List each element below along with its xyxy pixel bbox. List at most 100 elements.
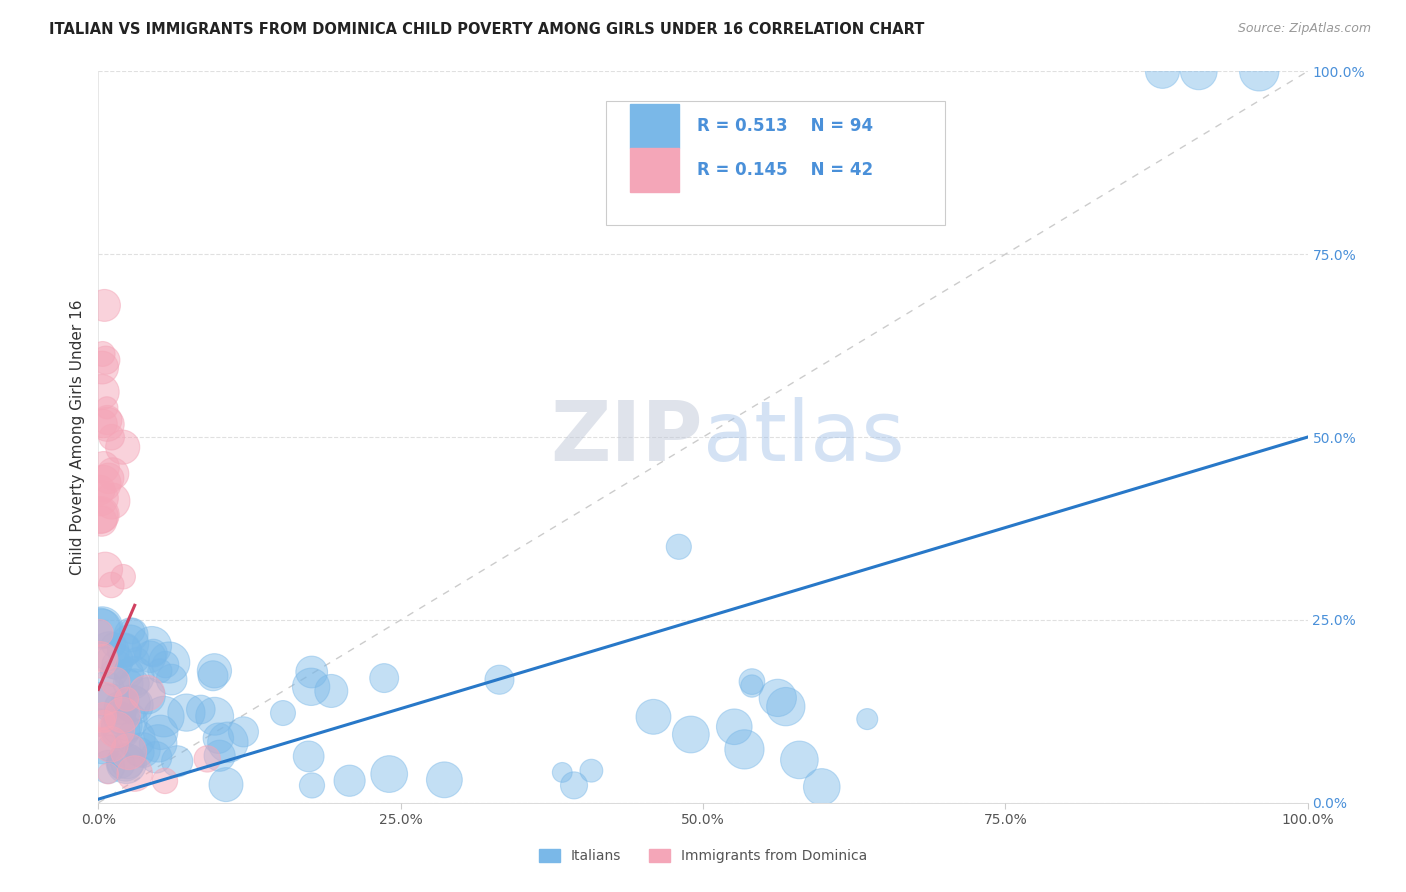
Point [562, 778, 585, 792]
Point [94, 563, 117, 577]
Point [121, 696, 143, 710]
Point [118, 637, 141, 651]
Point [643, 710, 665, 724]
Point [100, 430, 122, 444]
Point [93, 714, 115, 729]
Point [142, 646, 165, 660]
Point [204, 664, 226, 678]
Point [232, 724, 254, 739]
Point [91, 622, 114, 636]
Point [488, 673, 510, 687]
Point [679, 727, 702, 741]
Point [90, 491, 112, 506]
Point [110, 757, 132, 772]
Point [91, 417, 114, 431]
Point [733, 742, 755, 756]
Point [135, 686, 157, 700]
Point [141, 639, 163, 653]
Point [117, 714, 139, 729]
Point [104, 654, 127, 668]
Point [98, 644, 121, 658]
Point [112, 644, 135, 658]
Point [110, 723, 132, 737]
Point [775, 699, 797, 714]
Point [207, 731, 229, 746]
Point [90, 692, 112, 706]
Point [104, 674, 127, 689]
Point [176, 706, 198, 720]
Point [124, 669, 146, 683]
Point [97, 760, 120, 774]
Point [90, 385, 112, 400]
Point [1188, 64, 1211, 78]
Point [91, 741, 114, 756]
Point [139, 649, 162, 664]
Point [378, 767, 401, 781]
Point [149, 664, 172, 678]
Point [105, 723, 128, 737]
Point [91, 347, 114, 361]
Point [120, 628, 142, 642]
Point [94, 691, 117, 706]
Point [112, 642, 135, 657]
Point [160, 673, 183, 687]
Point [100, 737, 122, 751]
Point [301, 779, 323, 793]
Point [148, 736, 170, 750]
Point [94, 353, 117, 368]
Point [101, 494, 124, 508]
Point [98, 741, 121, 756]
Point [91, 476, 114, 491]
Point [132, 743, 155, 757]
Point [112, 570, 135, 584]
Point [110, 700, 132, 714]
Point [101, 467, 124, 481]
Point [91, 651, 114, 665]
Point [121, 624, 143, 639]
Point [149, 725, 172, 739]
Y-axis label: Child Poverty Among Girls Under 16: Child Poverty Among Girls Under 16 [70, 300, 86, 574]
Point [195, 752, 218, 766]
Point [97, 766, 120, 780]
Point [204, 709, 226, 723]
Point [89, 508, 111, 523]
Point [90, 514, 112, 528]
Point [93, 298, 115, 312]
Point [551, 765, 574, 780]
Point [90, 508, 112, 522]
Point [89, 736, 111, 750]
Point [89, 626, 111, 640]
Point [96, 417, 118, 432]
Point [215, 778, 238, 792]
Point [124, 766, 146, 780]
Point [117, 755, 139, 769]
Point [136, 689, 159, 703]
Point [89, 715, 111, 730]
Point [91, 620, 114, 634]
Point [103, 638, 125, 652]
Point [118, 666, 141, 681]
Text: R = 0.513    N = 94: R = 0.513 N = 94 [697, 117, 873, 136]
Point [201, 669, 224, 683]
Legend: Italians, Immigrants from Dominica: Italians, Immigrants from Dominica [533, 844, 873, 869]
Point [100, 696, 122, 710]
Point [741, 679, 763, 693]
Point [208, 748, 231, 763]
Point [118, 745, 141, 759]
Point [145, 750, 167, 764]
Point [856, 712, 879, 726]
Point [117, 677, 139, 691]
Point [94, 684, 117, 698]
Point [122, 698, 145, 713]
Point [115, 756, 138, 771]
Point [125, 731, 148, 746]
Point [789, 753, 811, 767]
Point [741, 674, 763, 689]
Point [114, 696, 136, 710]
Point [125, 653, 148, 667]
Point [111, 440, 134, 454]
Text: ITALIAN VS IMMIGRANTS FROM DOMINICA CHILD POVERTY AMONG GIRLS UNDER 16 CORRELATI: ITALIAN VS IMMIGRANTS FROM DOMINICA CHIL… [49, 22, 925, 37]
Point [271, 706, 294, 720]
Point [105, 657, 128, 672]
Text: ZIP: ZIP [551, 397, 703, 477]
